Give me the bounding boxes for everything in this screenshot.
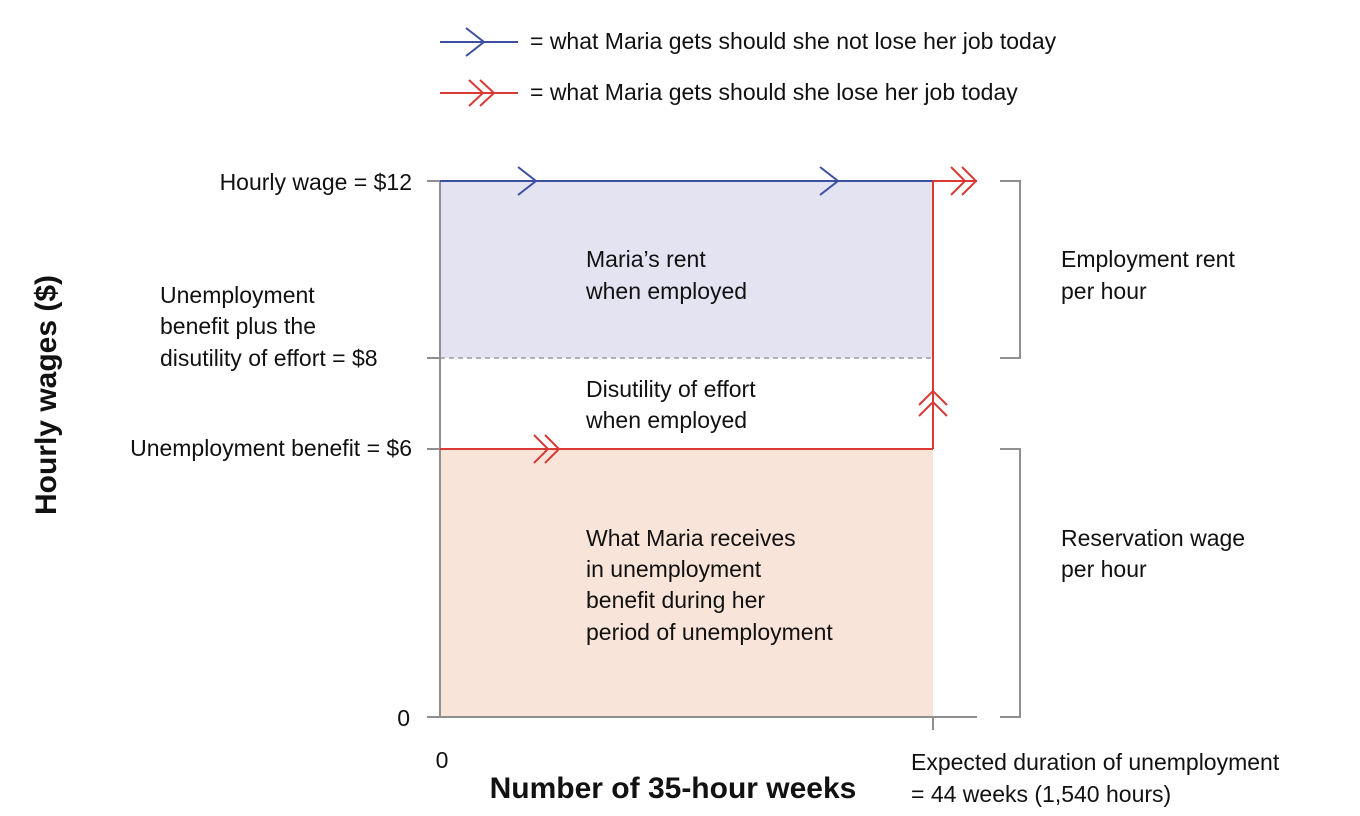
unemployed-arrow xyxy=(918,400,948,417)
y-tick-label-zero: 0 xyxy=(397,705,410,731)
y-tick-label-wage: Hourly wage = $12 xyxy=(220,169,412,195)
unemployed-arrow xyxy=(961,166,978,196)
y-tick-label-benefit: Unemployment benefit = $6 xyxy=(130,435,412,461)
legend-employed-label: = what Maria gets should she not lose he… xyxy=(530,28,1057,54)
unemployment-benefit-area xyxy=(440,449,933,717)
employment-rent-label: Employment rent per hour xyxy=(1061,246,1241,304)
legend: = what Maria gets should she not lose he… xyxy=(440,27,1057,107)
x-tick-label-duration: Expected duration of unemployment = 44 w… xyxy=(911,749,1286,807)
employment-rent-brace xyxy=(1000,180,1021,359)
y-tick-label-reservation: Unemployment benefit plus the disutility… xyxy=(160,282,378,371)
employed-arrow xyxy=(517,166,538,196)
reservation-wage-label: Reservation wage per hour xyxy=(1061,525,1252,582)
legend-unemployed-symbol xyxy=(440,79,518,107)
unemployed-arrow xyxy=(950,166,967,196)
employed-arrow xyxy=(819,166,840,196)
legend-unemployed-label: = what Maria gets should she lose her jo… xyxy=(530,79,1018,105)
reservation-wage-brace xyxy=(1000,448,1021,718)
disutility-area-label: Disutility of effort when employed xyxy=(585,376,762,433)
employment-rent-area xyxy=(440,181,933,358)
x-axis-title: Number of 35-hour weeks xyxy=(490,772,857,805)
legend-employed-symbol xyxy=(440,27,518,57)
unemployed-arrow xyxy=(544,434,561,464)
y-axis-title: Hourly wages ($) xyxy=(30,275,63,515)
unemployed-arrow xyxy=(918,389,948,406)
employed-path xyxy=(440,166,933,196)
x-tick-label-zero: 0 xyxy=(436,747,449,773)
benefit-area-label: What Maria receives in unemployment bene… xyxy=(586,525,833,645)
unemployed-arrow xyxy=(533,434,550,464)
unemployed-path xyxy=(440,166,978,464)
rent-area-label: Maria’s rent when employed xyxy=(585,246,747,304)
